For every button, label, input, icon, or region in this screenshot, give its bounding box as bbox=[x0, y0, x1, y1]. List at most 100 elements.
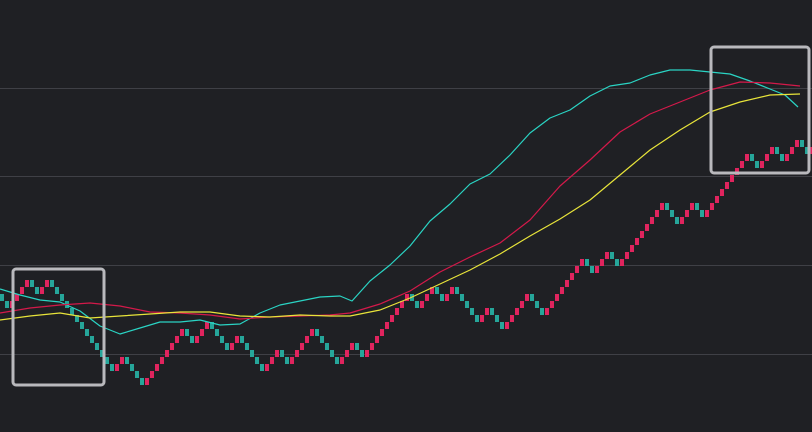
up-brick bbox=[340, 357, 344, 364]
up-brick bbox=[525, 294, 529, 301]
up-brick bbox=[510, 315, 514, 322]
down-brick bbox=[35, 287, 39, 294]
up-brick bbox=[575, 266, 579, 273]
ma-line-medium bbox=[0, 81, 801, 320]
up-brick bbox=[275, 350, 279, 357]
up-brick bbox=[600, 259, 604, 266]
down-brick bbox=[475, 315, 479, 322]
down-brick bbox=[285, 357, 289, 364]
down-brick bbox=[95, 343, 99, 350]
up-brick bbox=[810, 147, 812, 154]
up-brick bbox=[555, 294, 559, 301]
down-brick bbox=[220, 336, 224, 343]
up-brick bbox=[770, 147, 774, 154]
down-brick bbox=[800, 140, 804, 147]
down-brick bbox=[80, 322, 84, 329]
down-brick bbox=[615, 259, 619, 266]
highlight-box bbox=[11, 267, 106, 387]
down-brick bbox=[85, 329, 89, 336]
up-brick bbox=[765, 154, 769, 161]
up-brick bbox=[730, 175, 734, 182]
down-brick bbox=[5, 301, 9, 308]
up-brick bbox=[505, 322, 509, 329]
down-brick bbox=[325, 343, 329, 350]
up-brick bbox=[15, 294, 19, 301]
down-brick bbox=[460, 294, 464, 301]
down-brick bbox=[75, 315, 79, 322]
down-brick bbox=[330, 350, 334, 357]
down-brick bbox=[610, 252, 614, 259]
down-brick bbox=[775, 147, 779, 154]
down-brick bbox=[805, 147, 809, 154]
down-brick bbox=[30, 280, 34, 287]
up-brick bbox=[705, 210, 709, 217]
down-brick bbox=[530, 294, 534, 301]
up-brick bbox=[375, 336, 379, 343]
up-brick bbox=[565, 280, 569, 287]
up-brick bbox=[25, 280, 29, 287]
up-brick bbox=[445, 294, 449, 301]
up-brick bbox=[365, 350, 369, 357]
down-brick bbox=[585, 259, 589, 266]
ma-line-slow bbox=[0, 93, 801, 321]
down-brick bbox=[70, 308, 74, 315]
down-brick bbox=[540, 308, 544, 315]
down-brick bbox=[0, 294, 4, 301]
up-brick bbox=[630, 245, 634, 252]
up-brick bbox=[640, 231, 644, 238]
down-brick bbox=[780, 154, 784, 161]
up-brick bbox=[205, 322, 209, 329]
down-brick bbox=[320, 336, 324, 343]
up-brick bbox=[420, 301, 424, 308]
up-brick bbox=[740, 161, 744, 168]
up-brick bbox=[400, 301, 404, 308]
up-brick bbox=[650, 217, 654, 224]
down-brick bbox=[255, 357, 259, 364]
down-brick bbox=[750, 154, 754, 161]
down-brick bbox=[535, 301, 539, 308]
down-brick bbox=[280, 350, 284, 357]
down-brick bbox=[190, 336, 194, 343]
down-brick bbox=[755, 161, 759, 168]
up-brick bbox=[395, 308, 399, 315]
down-brick bbox=[465, 301, 469, 308]
up-brick bbox=[390, 315, 394, 322]
up-brick bbox=[150, 371, 154, 378]
down-brick bbox=[140, 378, 144, 385]
up-brick bbox=[515, 308, 519, 315]
up-brick bbox=[405, 294, 409, 301]
up-brick bbox=[200, 329, 204, 336]
up-brick bbox=[545, 308, 549, 315]
up-brick bbox=[710, 203, 714, 210]
down-brick bbox=[470, 308, 474, 315]
up-brick bbox=[115, 364, 119, 371]
up-brick bbox=[560, 287, 564, 294]
up-brick bbox=[195, 336, 199, 343]
up-brick bbox=[235, 336, 239, 343]
down-brick bbox=[435, 287, 439, 294]
up-brick bbox=[715, 196, 719, 203]
down-brick bbox=[315, 329, 319, 336]
down-brick bbox=[185, 329, 189, 336]
up-brick bbox=[310, 329, 314, 336]
down-brick bbox=[240, 336, 244, 343]
down-brick bbox=[360, 350, 364, 357]
up-brick bbox=[155, 364, 159, 371]
up-brick bbox=[425, 294, 429, 301]
up-brick bbox=[160, 357, 164, 364]
up-brick bbox=[745, 154, 749, 161]
up-brick bbox=[725, 182, 729, 189]
up-brick bbox=[645, 224, 649, 231]
up-brick bbox=[720, 189, 724, 196]
up-brick bbox=[480, 315, 484, 322]
down-brick bbox=[90, 336, 94, 343]
up-brick bbox=[660, 203, 664, 210]
down-brick bbox=[670, 210, 674, 217]
up-brick bbox=[580, 259, 584, 266]
up-brick bbox=[570, 273, 574, 280]
up-brick bbox=[690, 203, 694, 210]
up-brick bbox=[625, 252, 629, 259]
up-brick bbox=[385, 322, 389, 329]
down-brick bbox=[495, 315, 499, 322]
